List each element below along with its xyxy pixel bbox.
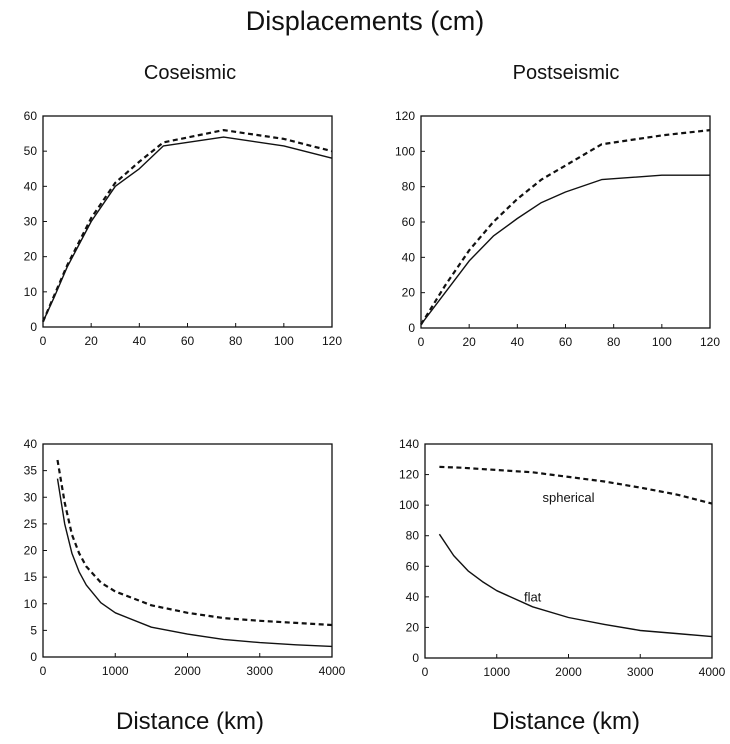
y-tick-label: 80 — [402, 180, 416, 194]
x-axis-label-left: Distance (km) — [115, 708, 265, 735]
chart-panel-postseismic-near: 0 20 40 60 80 100 120 0 20 40 60 80 100 120 — [395, 109, 720, 349]
y-tick-label: 10 — [24, 597, 38, 611]
x-tick-label: 120 — [322, 334, 342, 348]
y-tick-label: 50 — [24, 144, 38, 158]
column-title-postseismic: Postseismic — [512, 62, 620, 84]
x-tick-label: 3000 — [627, 665, 654, 679]
column-title-coseismic: Coseismic — [143, 62, 237, 84]
y-tick-label: 20 — [24, 250, 38, 264]
x-tick-label: 0 — [422, 665, 429, 679]
figure-title: Displacements (cm) — [245, 6, 485, 36]
x-tick-label: 40 — [133, 334, 147, 348]
x-tick-label: 0 — [40, 664, 47, 678]
x-tick-label: 2000 — [555, 665, 582, 679]
y-tick-label: 80 — [406, 529, 420, 543]
plot-frame — [420, 115, 711, 329]
x-tick-label: 80 — [607, 335, 621, 349]
y-tick-label: 30 — [24, 215, 38, 229]
x-tick-label: 60 — [559, 335, 573, 349]
x-tick-label: 40 — [511, 335, 525, 349]
y-tick-label: 0 — [30, 650, 37, 664]
y-tick-label: 10 — [24, 285, 38, 299]
y-tick-label: 120 — [395, 109, 415, 123]
series-line-dashed — [56, 459, 333, 627]
x-tick-label: 20 — [462, 335, 476, 349]
x-tick-label: 60 — [181, 334, 195, 348]
x-tick-label: 0 — [418, 335, 425, 349]
x-tick-label: 0 — [40, 334, 47, 348]
x-tick-label: 1000 — [483, 665, 510, 679]
series-line-dashed — [420, 129, 711, 326]
y-tick-label: 60 — [406, 559, 420, 573]
y-tick-label: 35 — [24, 464, 38, 478]
series-line-dashed — [41, 129, 333, 323]
x-tick-label: 80 — [229, 334, 243, 348]
y-tick-label: 20 — [406, 620, 420, 634]
chart-panel-postseismic-far: 0 1000 2000 3000 4000 0 20 40 60 80 100 120 140 spher… — [399, 437, 726, 679]
y-tick-label: 20 — [24, 544, 38, 558]
y-tick-label: 40 — [402, 250, 416, 264]
series-line-solid — [56, 478, 333, 648]
y-tick-label: 40 — [24, 179, 38, 193]
series-line-solid — [420, 174, 710, 325]
series-line-dashed — [439, 465, 713, 505]
annotation-flat: flat — [524, 589, 542, 604]
y-tick-label: 0 — [30, 320, 37, 334]
y-tick-label: 100 — [399, 498, 419, 512]
y-tick-label: 60 — [24, 109, 38, 123]
annotation-spherical: spherical — [542, 490, 594, 505]
y-tick-label: 140 — [399, 437, 419, 451]
y-tick-label: 20 — [402, 286, 416, 300]
x-tick-label: 4000 — [319, 664, 346, 678]
series-line-solid — [438, 533, 713, 638]
y-tick-label: 100 — [395, 144, 415, 158]
x-tick-label: 2000 — [174, 664, 201, 678]
chart-panel-coseismic-far: 0 1000 2000 3000 4000 0 5 10 15 20 25 30 35 40 — [24, 437, 346, 678]
x-tick-label: 100 — [652, 335, 672, 349]
x-axis-label-right: Distance (km) — [491, 708, 641, 735]
x-tick-label: 3000 — [246, 664, 273, 678]
y-tick-label: 0 — [412, 651, 419, 665]
y-tick-label: 5 — [30, 623, 37, 637]
plot-frame — [42, 443, 333, 658]
y-tick-label: 40 — [406, 590, 420, 604]
x-tick-label: 1000 — [102, 664, 129, 678]
y-tick-label: 120 — [399, 468, 419, 482]
y-tick-label: 40 — [24, 437, 38, 451]
y-tick-label: 60 — [402, 215, 416, 229]
chart-panel-coseismic-near: 0 20 40 60 80 100 120 0 10 20 30 40 50 60 — [24, 109, 343, 348]
x-tick-label: 4000 — [699, 665, 726, 679]
y-tick-label: 30 — [24, 490, 38, 504]
x-tick-label: 100 — [274, 334, 294, 348]
x-tick-label: 20 — [84, 334, 98, 348]
y-tick-label: 25 — [24, 517, 38, 531]
y-tick-label: 15 — [24, 570, 38, 584]
y-tick-label: 0 — [408, 321, 415, 335]
x-tick-label: 120 — [700, 335, 720, 349]
